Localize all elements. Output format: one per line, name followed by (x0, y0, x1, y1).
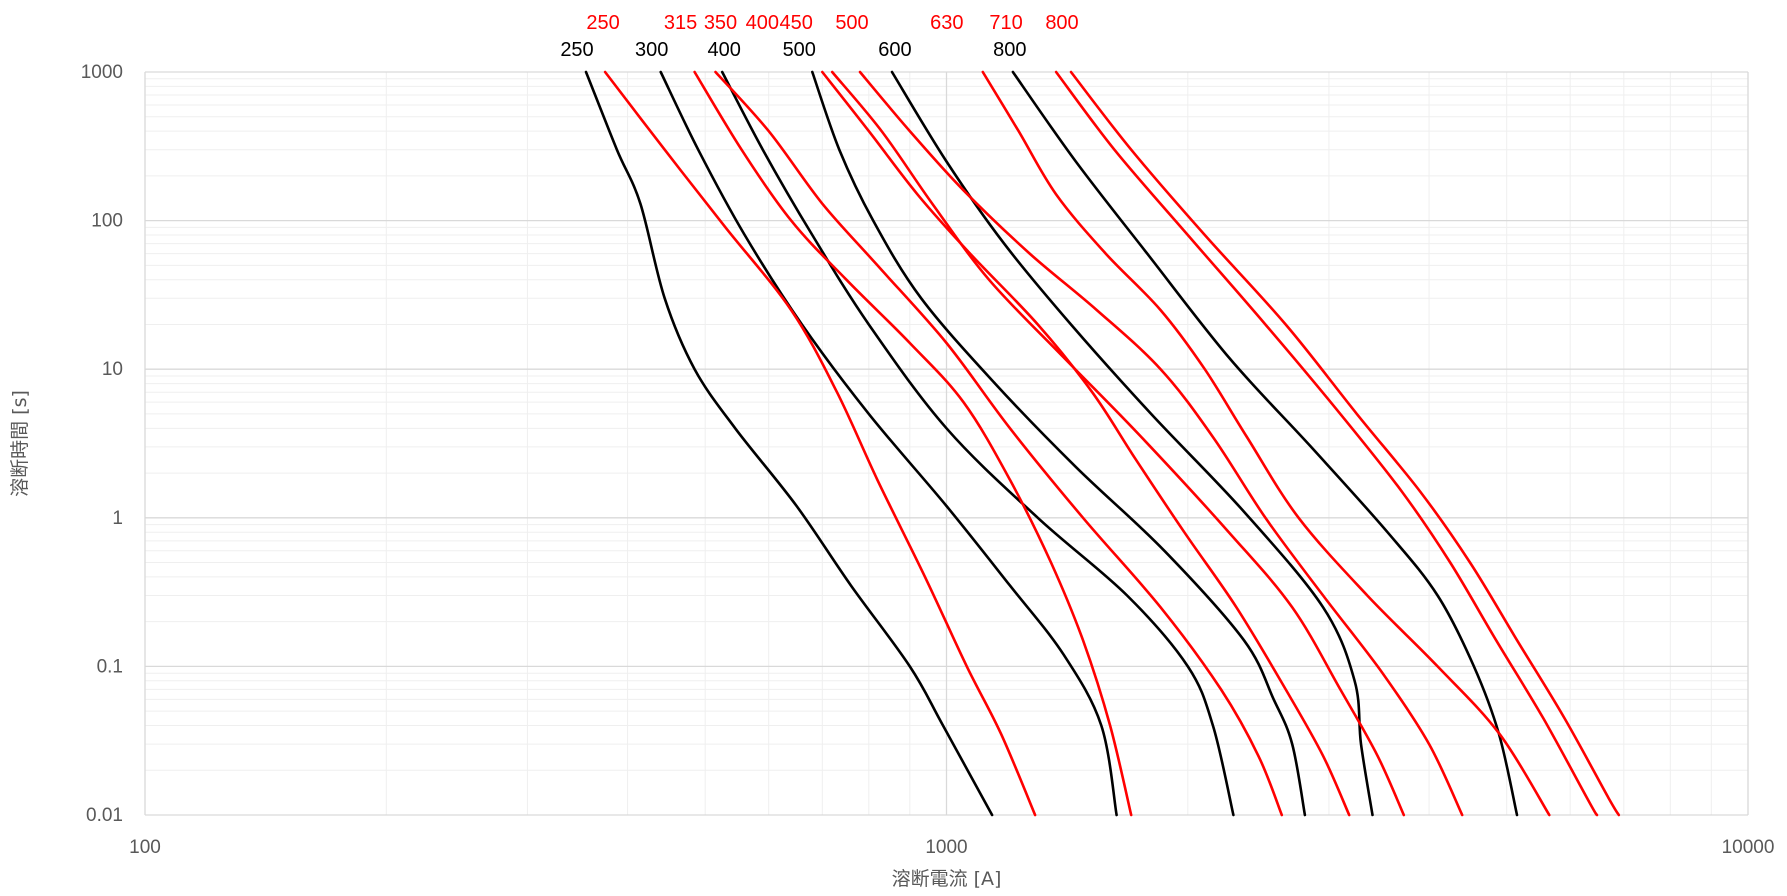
curve-black-300 (659, 70, 1118, 817)
x-tick-labels: 100 1000 10000 (129, 837, 1774, 858)
rating-label-red: 630 (930, 12, 963, 34)
y-tick-label: 0.1 (97, 656, 123, 677)
y-tick-label: 100 (91, 211, 123, 232)
curve-black-800 (1011, 70, 1519, 817)
rating-label-red: 350 (704, 12, 737, 34)
curve-red-630 (981, 70, 1551, 817)
rating-label-black: 300 (635, 39, 668, 61)
curve-black-250 (584, 70, 994, 817)
curve-red-315 (693, 70, 1133, 817)
x-tick-label: 100 (129, 837, 161, 858)
rating-label-red: 315 (664, 12, 697, 34)
y-tick-label: 10 (102, 359, 123, 380)
y-tick-labels: 1000 100 10 1 0.1 0.01 (81, 62, 123, 826)
x-tick-label: 10000 (1722, 837, 1775, 858)
x-axis-title: 溶断電流 [A] (892, 868, 1002, 890)
rating-label-black: 400 (708, 39, 741, 61)
x-tick-label: 1000 (925, 837, 967, 858)
y-tick-label: 1000 (81, 62, 123, 83)
curve-red-450 (830, 70, 1406, 817)
major-gridlines (144, 71, 1749, 816)
rating-label-red: 250 (586, 12, 619, 34)
curve-red-350 (714, 70, 1284, 817)
curve-red-400 (821, 70, 1351, 817)
rating-label-black: 250 (560, 39, 593, 61)
rating-label-red: 400 (746, 12, 779, 34)
curve-red-500 (858, 70, 1464, 817)
rating-label-red: 450 (779, 12, 812, 34)
rating-label-red: 800 (1045, 12, 1078, 34)
curves-layer (584, 70, 1621, 817)
rating-label-red: 710 (989, 12, 1022, 34)
rating-label-black: 500 (783, 39, 816, 61)
y-tick-label: 1 (112, 508, 123, 529)
rating-label-black: 800 (993, 39, 1026, 61)
curve-red-800 (1069, 70, 1621, 817)
y-axis-title: 溶断時間 [s] (9, 390, 31, 497)
curve-red-710 (1054, 70, 1599, 817)
curve-black-500 (811, 70, 1307, 817)
rating-label-red: 500 (835, 12, 868, 34)
y-tick-label: 0.01 (86, 805, 123, 826)
curve-red-250 (603, 70, 1037, 817)
curve-black-400 (720, 70, 1235, 817)
rating-label-black: 600 (878, 39, 911, 61)
curve-black-600 (890, 70, 1374, 817)
